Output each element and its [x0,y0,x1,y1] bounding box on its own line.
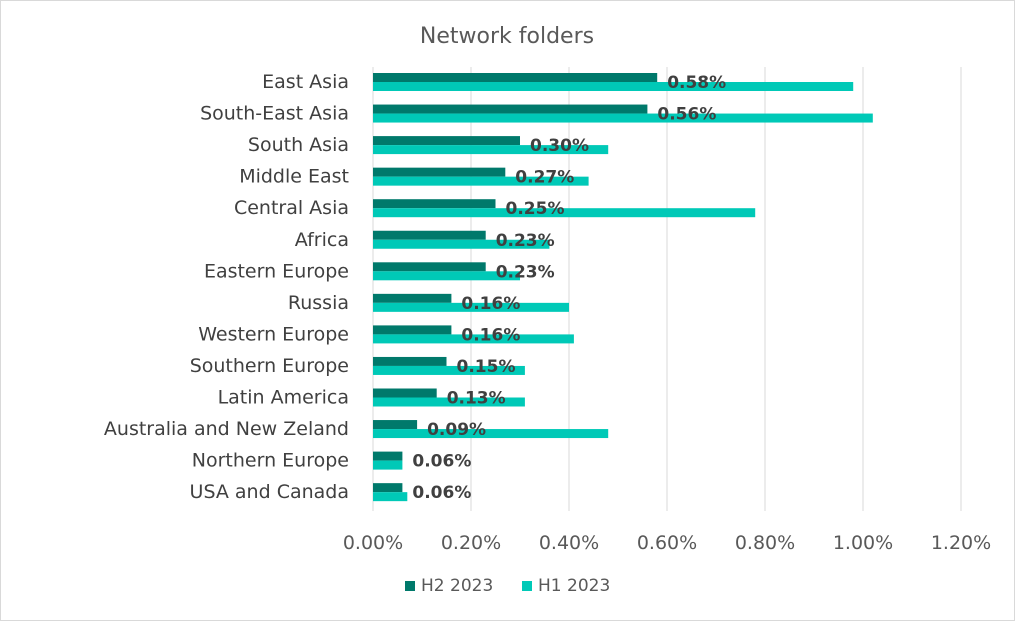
category-label: Southern Europe [190,355,349,377]
x-tick-label: 1.00% [833,532,893,554]
category-label: Australia and New Zeland [104,418,349,440]
bar-h2-2023 [373,451,403,461]
data-label-h2-2023: 0.56% [657,105,716,125]
bar-h1-2023 [373,176,589,186]
category-label: South-East Asia [200,103,349,125]
data-label-h2-2023: 0.23% [496,231,555,251]
category-label: Africa [295,229,349,251]
legend-swatch [405,581,415,591]
bar-h2-2023 [373,356,447,366]
bar-h1-2023 [373,334,574,344]
bar-h2-2023 [373,230,486,240]
data-label-h2-2023: 0.25% [506,199,565,219]
bar-h2-2023 [373,167,506,177]
category-label: Central Asia [234,197,349,219]
bar-h1-2023 [373,492,408,502]
x-tick-label: 0.60% [637,532,697,554]
bar-h1-2023 [373,239,550,249]
gridlines [372,67,962,511]
data-label-h2-2023: 0.16% [461,294,520,314]
legend-label: H2 2023 [421,576,493,596]
category-label: South Asia [248,134,349,156]
bar-h1-2023 [373,271,520,281]
bar-h1-2023 [373,397,525,407]
category-label: Northern Europe [192,450,349,472]
bar-h1-2023 [373,302,569,312]
data-labels: 0.58% 0.56% 0.30% 0.27% 0.25% 0.23% 0.23% 0.16%… [412,73,726,503]
data-label-h2-2023: 0.13% [447,389,506,409]
bar-h2-2023 [373,104,648,114]
bar-h1-2023 [373,365,525,375]
x-tick-label: 0.40% [539,532,599,554]
bar-h1-2023 [373,208,756,218]
bar-h2-2023 [373,420,418,430]
data-label-h2-2023: 0.58% [667,73,726,93]
data-label-h2-2023: 0.09% [427,420,486,440]
bar-h2-2023 [373,293,452,303]
bars [373,73,873,502]
category-label: Russia [288,292,349,314]
data-label-h2-2023: 0.06% [412,452,471,472]
bar-h2-2023 [373,73,658,82]
category-labels: East Asia South-East Asia South Asia Middle… [104,71,349,503]
bar-h2-2023 [373,388,437,398]
category-label: Western Europe [198,323,349,345]
category-label: USA and Canada [190,481,349,503]
bar-h2-2023 [373,262,486,272]
data-label-h2-2023: 0.23% [496,262,555,282]
data-label-h2-2023: 0.30% [530,136,589,156]
data-label-h2-2023: 0.16% [461,325,520,345]
data-label-h2-2023: 0.15% [457,357,516,377]
bar-h2-2023 [373,199,496,209]
category-label: Latin America [218,387,349,409]
data-label-h2-2023: 0.06% [412,483,471,503]
bar-h1-2023 [373,460,403,470]
bar-h1-2023 [373,82,854,91]
bar-h1-2023 [373,145,609,155]
bar-h2-2023 [373,483,403,493]
legend-swatch [522,581,532,591]
chart-title: Network folders [420,24,594,49]
category-label: Eastern Europe [204,260,349,282]
data-label-h2-2023: 0.27% [515,168,574,188]
legend: H2 2023 H1 2023 [405,576,610,596]
x-tick-label: 0.20% [441,532,501,554]
x-tick-label: 0.00% [343,532,403,554]
x-tick-label: 0.80% [735,532,795,554]
x-axis-ticks: 0.00% 0.20% 0.40% 0.60% 0.80% 1.00% 1.20% [343,532,991,554]
bar-h1-2023 [373,113,873,123]
category-label: Middle East [239,166,349,188]
bar-h2-2023 [373,325,452,335]
category-label: East Asia [262,71,349,93]
bar-h1-2023 [373,429,609,439]
x-tick-label: 1.20% [931,532,991,554]
legend-label: H1 2023 [538,576,610,596]
bar-h2-2023 [373,136,520,146]
